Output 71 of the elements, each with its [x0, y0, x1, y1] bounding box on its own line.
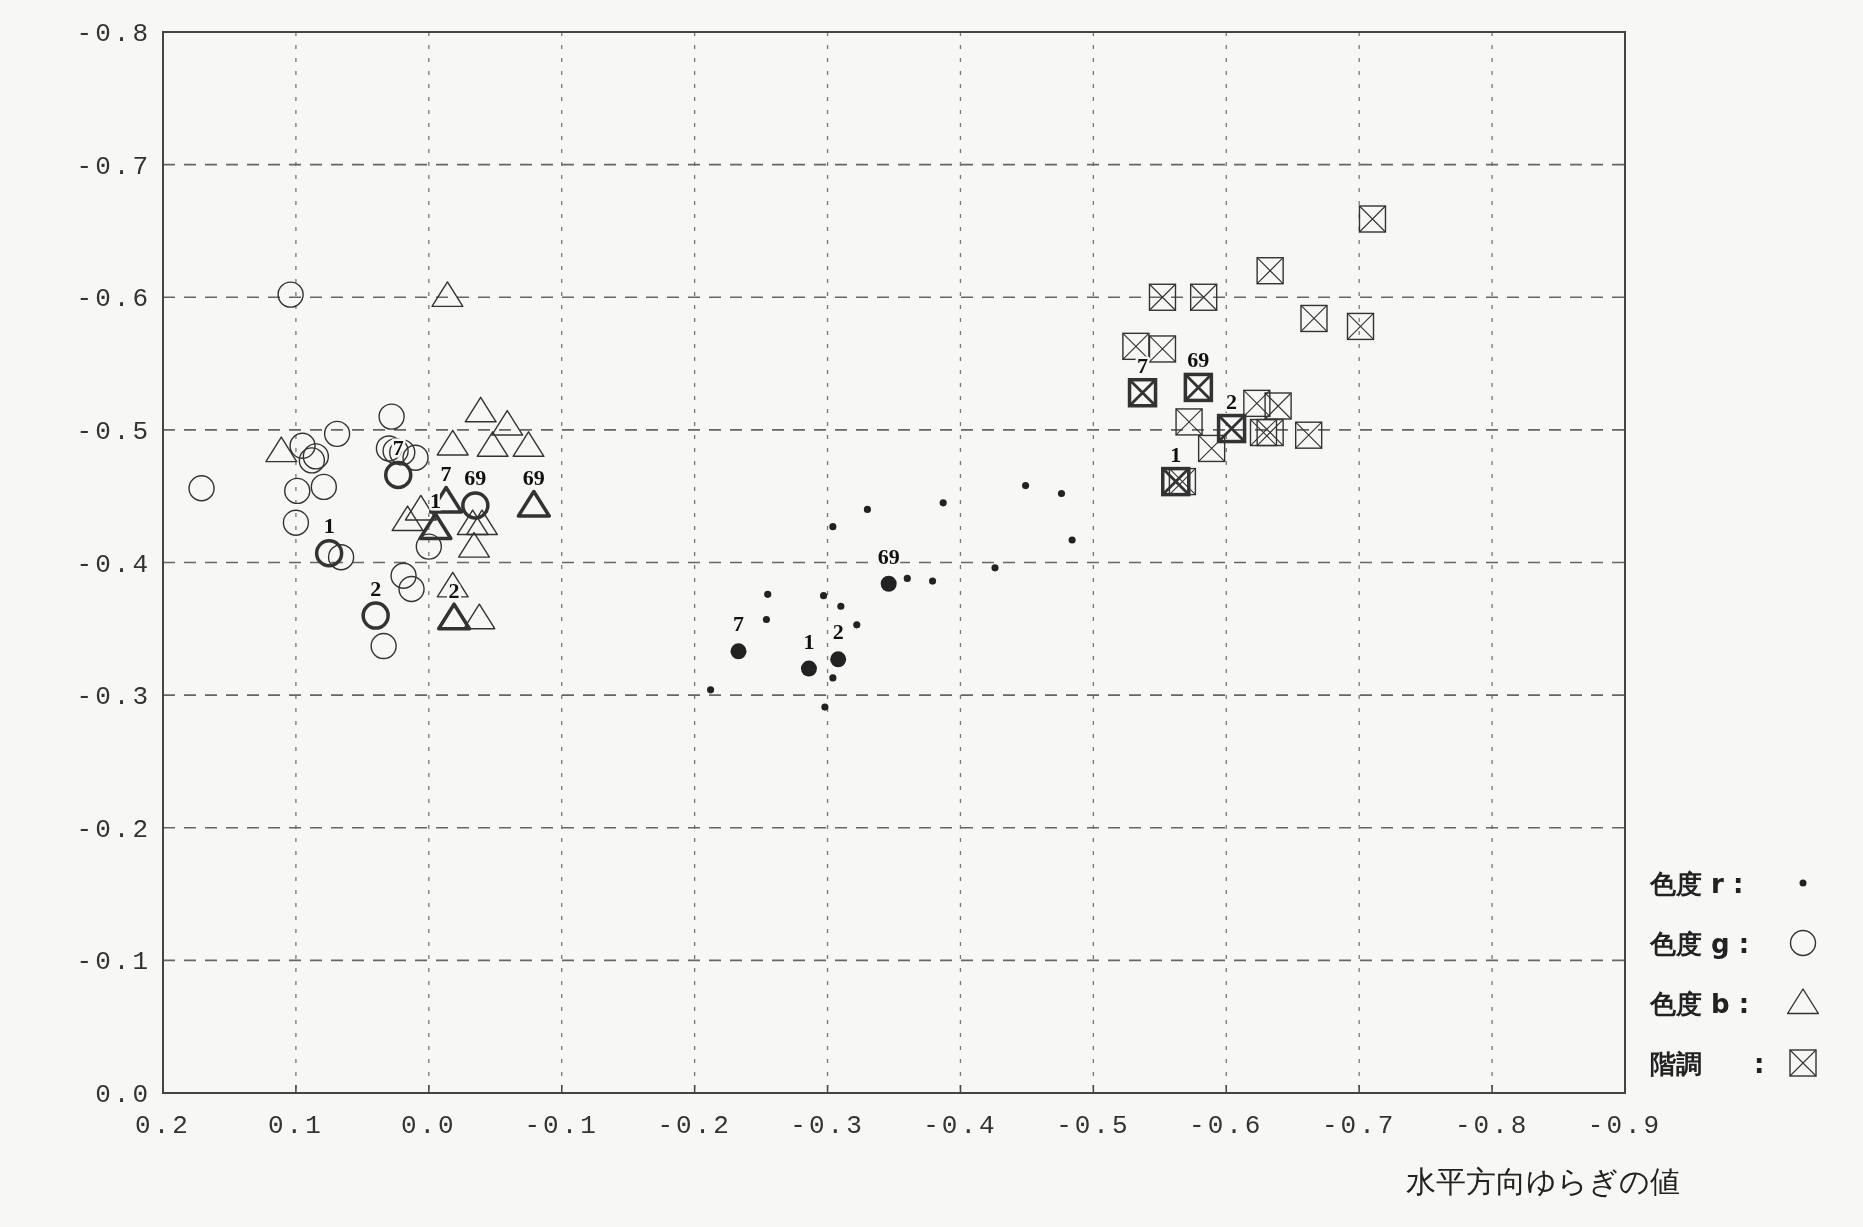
y-tick-label: 0.0 [95, 1080, 151, 1110]
point [1127, 377, 1158, 408]
y-tick-label: -0.8 [76, 19, 151, 49]
y-tick-label: -0.3 [76, 682, 151, 713]
point [762, 615, 770, 624]
legend-label: 色度 g : [1649, 929, 1750, 959]
annotation: 1 [803, 628, 815, 654]
point [853, 621, 861, 629]
point [384, 460, 413, 490]
x-tick-label: -0.5 [1056, 1111, 1131, 1141]
point [1057, 489, 1066, 498]
x-tick-label: -0.9 [1587, 1111, 1663, 1141]
point [1197, 434, 1226, 463]
point [461, 491, 490, 520]
annotation: 2 [370, 575, 382, 601]
x-tick-label: 0.1 [268, 1111, 324, 1141]
point [991, 564, 999, 572]
point [829, 523, 837, 531]
x-tick-label: -0.8 [1454, 1111, 1530, 1141]
point [516, 489, 551, 518]
annotation: 7 [733, 611, 744, 637]
point [863, 505, 871, 514]
annotation: 1 [323, 513, 335, 539]
annotation: 69 [1187, 347, 1210, 373]
point [188, 475, 215, 502]
point [314, 538, 344, 568]
annotation: 69 [522, 465, 545, 491]
point [391, 505, 424, 532]
point [1022, 482, 1030, 490]
x-tick-label: -0.4 [923, 1111, 998, 1141]
x-tick-label: 0.0 [400, 1111, 457, 1141]
x-tick-label: 0.2 [135, 1111, 191, 1141]
annotation: 1 [1170, 441, 1182, 467]
y-tick-label: -0.2 [76, 814, 151, 845]
annotation: 2 [832, 619, 844, 645]
legend-label: 色度 r : [1649, 869, 1744, 899]
point [1183, 372, 1214, 403]
x-axis-title: 水平方向ゆらぎの値 [1406, 1164, 1680, 1199]
point [903, 574, 911, 582]
point [1216, 413, 1247, 444]
point [819, 592, 828, 600]
x-tick-label: -0.7 [1321, 1111, 1397, 1141]
x-tick-label: -0.2 [657, 1111, 732, 1141]
point [928, 577, 937, 585]
annotation: 7 [440, 461, 452, 487]
annotation: 69 [464, 465, 487, 491]
y-tick-label: -0.6 [76, 284, 151, 315]
point [821, 703, 829, 711]
y-tick-label: -0.1 [76, 947, 151, 978]
point [323, 420, 351, 448]
x-tick-label: -0.3 [790, 1111, 865, 1141]
point [939, 499, 947, 507]
y-tick-label: -0.5 [76, 416, 151, 447]
point [1346, 312, 1375, 341]
point [361, 601, 390, 630]
point [829, 674, 837, 682]
y-tick-label: -0.4 [76, 549, 151, 580]
point [764, 590, 772, 598]
legend-label: 階調 : [1650, 1049, 1765, 1079]
point [1161, 466, 1191, 497]
y-tick-label: -0.7 [76, 151, 151, 182]
annotation: 2 [1226, 388, 1238, 414]
annotation: 7 [1137, 352, 1149, 378]
legend-label: 色度 b : [1649, 989, 1750, 1019]
x-tick-label: -0.1 [524, 1111, 599, 1141]
point [1068, 536, 1076, 544]
x-tick-label: -0.6 [1189, 1111, 1264, 1141]
point [418, 512, 453, 541]
point [837, 602, 845, 610]
annotation: 69 [877, 543, 900, 569]
point [707, 686, 715, 694]
